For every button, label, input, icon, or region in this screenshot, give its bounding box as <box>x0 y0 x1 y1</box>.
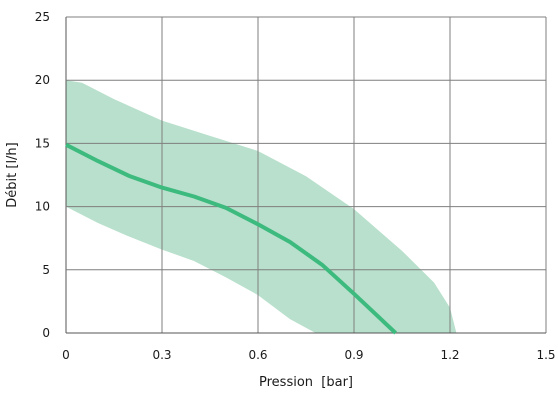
x-tick-label-0: 0 <box>62 348 70 362</box>
x-axis-title: Pression [bar] <box>259 375 353 390</box>
y-tick-label-4: 20 <box>35 73 50 87</box>
y-tick-label-3: 15 <box>35 136 50 150</box>
grid-layer <box>65 16 547 334</box>
y-tick-label-1: 5 <box>42 263 50 277</box>
series-line-layer <box>65 142 397 335</box>
x-tick-label-5: 1.5 <box>536 348 555 362</box>
series-line <box>65 142 397 335</box>
y-axis-title: Débit [l/h] <box>5 142 20 207</box>
y-tick-labels: 0 5 10 15 20 25 <box>35 10 50 340</box>
x-tick-label-2: 0.6 <box>248 348 267 362</box>
x-tick-label-1: 0.3 <box>152 348 171 362</box>
x-tick-labels: 0 0.3 0.6 0.9 1.2 1.5 <box>62 348 555 362</box>
x-tick-label-4: 1.2 <box>440 348 459 362</box>
y-tick-label-0: 0 <box>42 326 50 340</box>
y-tick-label-2: 10 <box>35 200 50 214</box>
y-tick-label-5: 25 <box>35 10 50 24</box>
x-tick-label-3: 0.9 <box>344 348 363 362</box>
